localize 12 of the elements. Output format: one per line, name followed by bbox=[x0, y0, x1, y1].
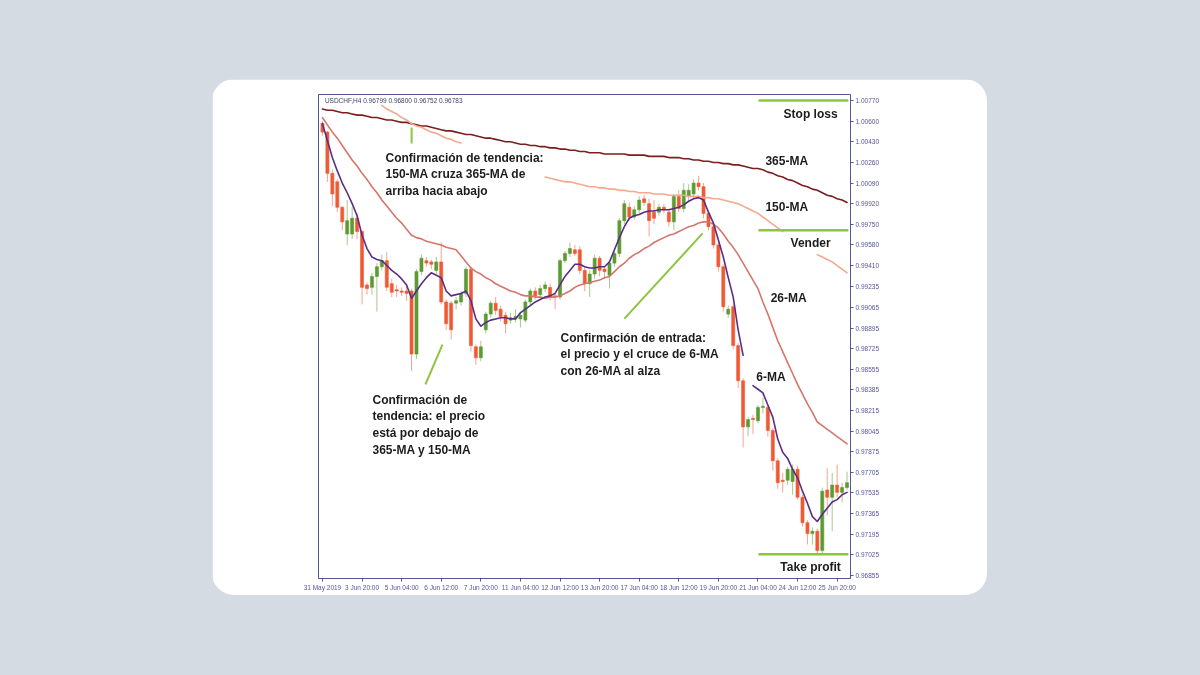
annotation: Confirmación de tendencia: 150-MA cruza 365-MA de arriba hacia abajo bbox=[385, 150, 544, 199]
ref-line-label: Vender bbox=[790, 236, 831, 251]
annotation: Confirmación de entrada: el precio y el cruce de 6-MA con 26-MA al alza bbox=[560, 330, 719, 379]
annotation: Confirmación de tendencia: el precio está por debajo de 365-MA y 150-MA bbox=[372, 392, 486, 458]
candlestick bbox=[642, 194, 646, 207]
series-label: 365-MA bbox=[765, 154, 809, 169]
series-label: 26-MA bbox=[770, 291, 808, 306]
ref-line-label: Take profit bbox=[780, 560, 841, 575]
line-series bbox=[321, 108, 848, 204]
series-label: 150-MA bbox=[765, 200, 809, 215]
ref-line-label: Stop loss bbox=[783, 106, 838, 121]
series-label: 6-MA bbox=[756, 369, 786, 384]
